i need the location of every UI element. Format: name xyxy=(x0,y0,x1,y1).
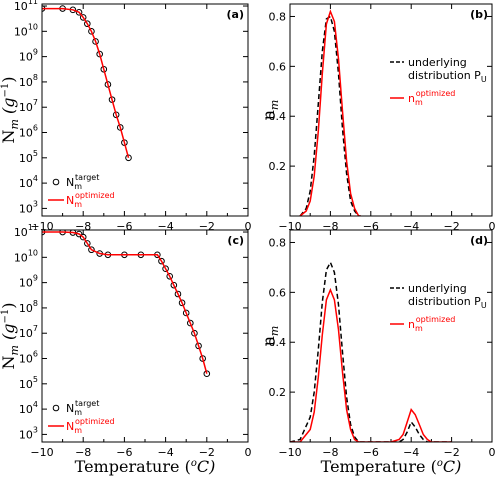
legend-optimized-label: nmoptimized xyxy=(408,89,455,107)
target-point xyxy=(79,233,87,241)
legend-target-label: Nmtarget xyxy=(66,173,99,191)
x-tick-label: −4 xyxy=(403,446,419,459)
x-axis-title: Temperature (oC) xyxy=(75,457,216,476)
y-tick-label: 108 xyxy=(19,299,38,315)
y-tick-label: 108 xyxy=(19,73,38,89)
y-tick-label: 104 xyxy=(19,174,38,190)
legend-optimized-label: Nmoptimized xyxy=(66,417,115,435)
x-axis-title: Temperature (oC) xyxy=(321,457,462,476)
y-tick-label: 104 xyxy=(19,400,38,416)
y-tick-label: 106 xyxy=(19,350,38,366)
x-tick-label: 0 xyxy=(489,220,496,233)
y-tick-label: 1010 xyxy=(14,248,38,264)
y-tick-label: 0.6 xyxy=(269,286,287,299)
optimized-line xyxy=(42,231,208,374)
target-point xyxy=(88,28,95,35)
y-tick-label: 0.8 xyxy=(269,10,287,23)
legend-target-label: Nmtarget xyxy=(66,399,99,417)
x-tick-label: −4 xyxy=(157,446,173,459)
target-point xyxy=(174,290,182,298)
panel-c: −10 −8 −6 −4 −2 0 103 104 105 106 107 108 109 1010 101… xyxy=(0,223,252,459)
panel-label: (c) xyxy=(227,234,244,247)
panel-label: (b) xyxy=(470,8,488,21)
y-tick-label: 107 xyxy=(19,98,38,114)
legend-underlying-label: underlying xyxy=(408,56,467,69)
target-point xyxy=(88,246,95,254)
x-tick-label: −8 xyxy=(322,446,338,459)
x-tick-label: −6 xyxy=(116,446,132,459)
x-tick-label: −10 xyxy=(30,446,53,459)
target-point xyxy=(191,329,198,337)
panel-b: −10 −8 −6 −4 −2 00.20.40.60.8 (b)underlyingdis… xyxy=(259,3,496,233)
x-tick-label: −8 xyxy=(75,446,91,459)
y-tick-label: 1011 xyxy=(14,223,38,239)
target-point xyxy=(158,257,165,265)
legend-optimized-label: Nmoptimized xyxy=(66,191,115,209)
panel-d: −10 −8 −6 −4 −2 0 0.2 0.4 0.6 0.8 (d) underlyingdis… xyxy=(259,229,496,459)
y-tick-label: 1011 xyxy=(14,0,38,13)
legend-underlying-label: underlying xyxy=(408,282,467,295)
panel-label: (a) xyxy=(227,8,244,21)
underlying-line xyxy=(299,15,361,216)
y-tick-label: 103 xyxy=(19,425,38,441)
y-tick-label: 0.6 xyxy=(269,60,287,73)
optimized-line xyxy=(42,7,130,158)
x-tick-label: −10 xyxy=(278,446,301,459)
plot-frame xyxy=(41,229,249,443)
y-tick-label: 109 xyxy=(19,48,38,64)
series-group xyxy=(42,230,211,377)
y-axis-title: Nm (g−1) xyxy=(0,302,21,369)
target-point xyxy=(170,281,178,289)
panel-label: (d) xyxy=(470,234,488,247)
y-tick-label: 103 xyxy=(19,199,38,215)
y-tick-label: 0.4 xyxy=(269,110,287,123)
x-tick-label: −2 xyxy=(443,446,459,459)
target-point xyxy=(182,309,190,317)
target-point xyxy=(187,319,194,327)
y-tick-label: 1010 xyxy=(14,22,38,38)
series-group xyxy=(42,5,132,162)
y-tick-label: 0.8 xyxy=(269,236,287,249)
y-tick-label: 106 xyxy=(19,124,38,140)
series-group xyxy=(299,9,361,216)
legend-underlying-label-2: distribution PU xyxy=(408,295,487,310)
x-tick-label: 0 xyxy=(245,220,252,233)
y-axis-title: Nm (g−1) xyxy=(0,76,21,143)
y-axis-title: nm xyxy=(259,326,281,347)
y-tick-label: 105 xyxy=(19,375,38,391)
y-tick-label: 0.4 xyxy=(269,336,287,349)
target-point xyxy=(75,9,83,16)
target-point xyxy=(84,240,91,247)
plot-frame xyxy=(41,3,249,217)
target-point xyxy=(84,20,91,28)
optimized-line xyxy=(299,9,361,216)
x-tick-label: 0 xyxy=(245,446,252,459)
x-tick-label: 0 xyxy=(489,446,496,459)
y-tick-label: 107 xyxy=(19,324,38,340)
y-tick-label: 105 xyxy=(19,149,38,165)
legend-underlying-label-2: distribution PU xyxy=(408,69,487,84)
plot-frame xyxy=(289,229,493,443)
y-tick-label: 0.2 xyxy=(269,160,287,173)
target-point xyxy=(195,342,202,350)
panel-a: −10 −8 −6 −4 −2 01031041051061071081091010101… xyxy=(0,0,252,233)
y-tick-label: 0.2 xyxy=(269,386,287,399)
plot-frame xyxy=(289,3,493,217)
target-point xyxy=(178,299,186,307)
optimized-line xyxy=(290,287,452,442)
target-point xyxy=(79,14,87,21)
legend-target-marker xyxy=(52,404,60,412)
y-axis-title: nm xyxy=(259,100,281,121)
x-tick-label: −2 xyxy=(199,446,215,459)
target-point xyxy=(199,355,206,362)
target-point xyxy=(92,38,99,45)
x-tick-label: −6 xyxy=(363,446,379,459)
legend-target-marker xyxy=(52,178,60,186)
target-point xyxy=(166,272,174,280)
legend-optimized-label: nmoptimized xyxy=(408,315,455,333)
target-point xyxy=(162,265,169,273)
y-tick-label: 109 xyxy=(19,274,38,290)
series-group xyxy=(290,260,452,442)
